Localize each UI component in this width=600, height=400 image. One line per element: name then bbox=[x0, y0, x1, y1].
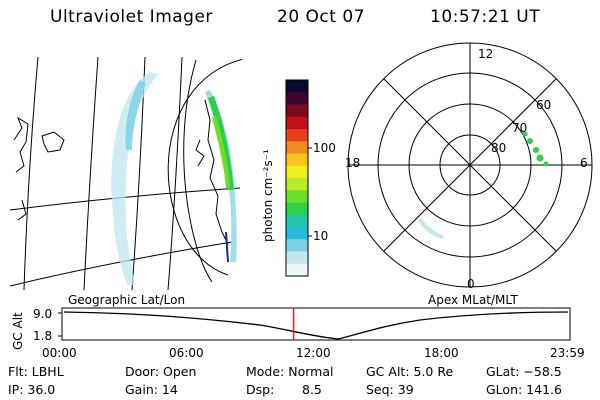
time-label-1800: 18:00 bbox=[424, 346, 459, 360]
colorbar-segment bbox=[286, 178, 308, 191]
glon-info: GLon: 141.6 bbox=[486, 382, 562, 397]
filter-info: Flt: LBHL bbox=[8, 364, 64, 379]
polar-panel-label: Apex MLat/MLT bbox=[428, 293, 518, 307]
dsp-label: Dsp: bbox=[246, 382, 275, 397]
colorbar-segment bbox=[286, 141, 308, 155]
aurora-emission bbox=[111, 72, 237, 285]
colorbar-segment bbox=[286, 239, 308, 253]
colorbar-tick-100: 100 bbox=[313, 141, 336, 155]
mlt-label-6: 6 bbox=[580, 156, 588, 170]
altitude-curve bbox=[63, 311, 569, 340]
timeline-tick-high: 9.0 bbox=[33, 307, 53, 321]
sequence-info: Seq: 39 bbox=[366, 382, 414, 397]
observation-date: 20 Oct 07 bbox=[277, 7, 365, 27]
timeline-ylabel: GC Alt bbox=[11, 312, 25, 350]
colorbar-segment bbox=[286, 104, 308, 118]
mlt-label-12: 12 bbox=[478, 47, 494, 61]
observation-time: 10:57:21 UT bbox=[430, 7, 541, 27]
colorbar-tick-10: 10 bbox=[313, 229, 329, 243]
lat-label-80: 80 bbox=[491, 141, 507, 155]
mode-info: Mode: Normal bbox=[246, 364, 334, 379]
time-label-1200: 12:00 bbox=[296, 346, 331, 360]
gain-info: Gain: 14 bbox=[125, 382, 178, 397]
colorbar-segment bbox=[286, 263, 308, 277]
door-info: Door: Open bbox=[125, 364, 197, 379]
colorbar-segment bbox=[286, 129, 308, 142]
mlt-label-18: 18 bbox=[345, 156, 361, 170]
colorbar-segment bbox=[286, 92, 308, 106]
colorbar-segment bbox=[286, 214, 308, 228]
ip-info: IP: 36.0 bbox=[8, 382, 56, 397]
polar-emission-points bbox=[522, 131, 549, 167]
gc-alt-info: GC Alt: 5.0 Re bbox=[366, 364, 454, 379]
glat-info: GLat: −58.5 bbox=[486, 364, 562, 379]
dsp-value: 8.5 bbox=[302, 382, 322, 397]
colorbar-segment bbox=[286, 227, 308, 240]
colorbar-segment bbox=[286, 80, 308, 93]
colorbar-segment bbox=[286, 190, 308, 204]
colorbar-segment bbox=[286, 116, 308, 130]
time-label-0000: 00:00 bbox=[42, 346, 77, 360]
mlt-label-0: 0 bbox=[467, 277, 475, 291]
lat-label-70: 70 bbox=[512, 121, 528, 135]
colorbar-segment bbox=[286, 251, 308, 265]
colorbar-segment bbox=[286, 165, 308, 179]
lat-label-60: 60 bbox=[536, 98, 552, 112]
colorbar-segment bbox=[286, 202, 308, 216]
timeline-tick-low: 1.8 bbox=[33, 329, 53, 343]
time-label-2359: 23:59 bbox=[550, 346, 585, 360]
app-title: Ultraviolet Imager bbox=[50, 7, 213, 27]
time-label-0600: 06:00 bbox=[169, 346, 204, 360]
colorbar-segment bbox=[286, 153, 308, 167]
geo-panel-label: Geographic Lat/Lon bbox=[68, 293, 186, 307]
